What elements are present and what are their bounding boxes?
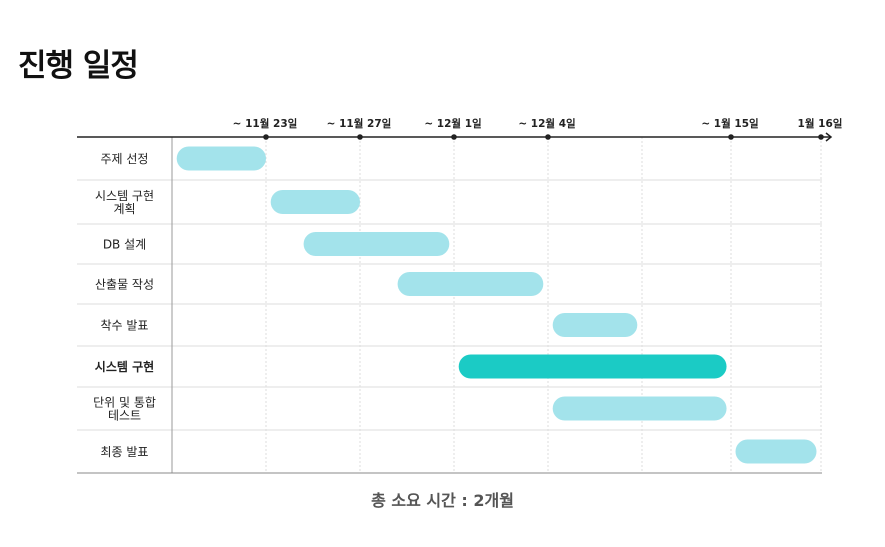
task-label: 최종 발표 <box>101 445 149 459</box>
task-label: 계획 <box>113 202 135 216</box>
tick-dot <box>728 134 734 140</box>
task-bar <box>552 396 727 421</box>
tick-label: ~ 12월 4일 <box>518 117 575 130</box>
tick-dot <box>545 134 551 140</box>
page-title: 진행 일정 <box>18 48 139 84</box>
task-bar <box>397 272 544 296</box>
tick-dot <box>357 134 363 140</box>
task-label: 착수 발표 <box>101 319 149 333</box>
task-label: 산출물 작성 <box>95 278 154 292</box>
tick-dot <box>451 134 457 140</box>
tick-label: 1월 16일 <box>798 117 843 130</box>
task-bar <box>176 146 266 171</box>
task-bar <box>458 354 727 379</box>
task-label: 단위 및 통합 <box>93 396 156 410</box>
task-label: 주제 선정 <box>101 152 149 166</box>
task-label: 시스템 구현 <box>95 359 154 374</box>
timeline-arrow <box>825 132 833 142</box>
tick-label: ~ 1월 15일 <box>701 117 758 130</box>
tick-dot <box>263 134 269 140</box>
task-bar <box>303 232 450 256</box>
task-label: 테스트 <box>108 409 141 423</box>
task-label: DB 설계 <box>103 238 146 252</box>
total-duration-text: 총 소요 시간 : 2개월 <box>371 491 514 510</box>
task-label: 시스템 구현 <box>95 189 154 203</box>
tick-label: ~ 11월 27일 <box>327 117 392 130</box>
tick-label: ~ 12월 1일 <box>424 117 481 130</box>
tick-dot <box>818 134 824 140</box>
task-bar <box>552 313 638 337</box>
tick-label: ~ 11월 23일 <box>233 117 298 130</box>
task-bar <box>735 439 817 464</box>
task-bar <box>270 190 360 214</box>
